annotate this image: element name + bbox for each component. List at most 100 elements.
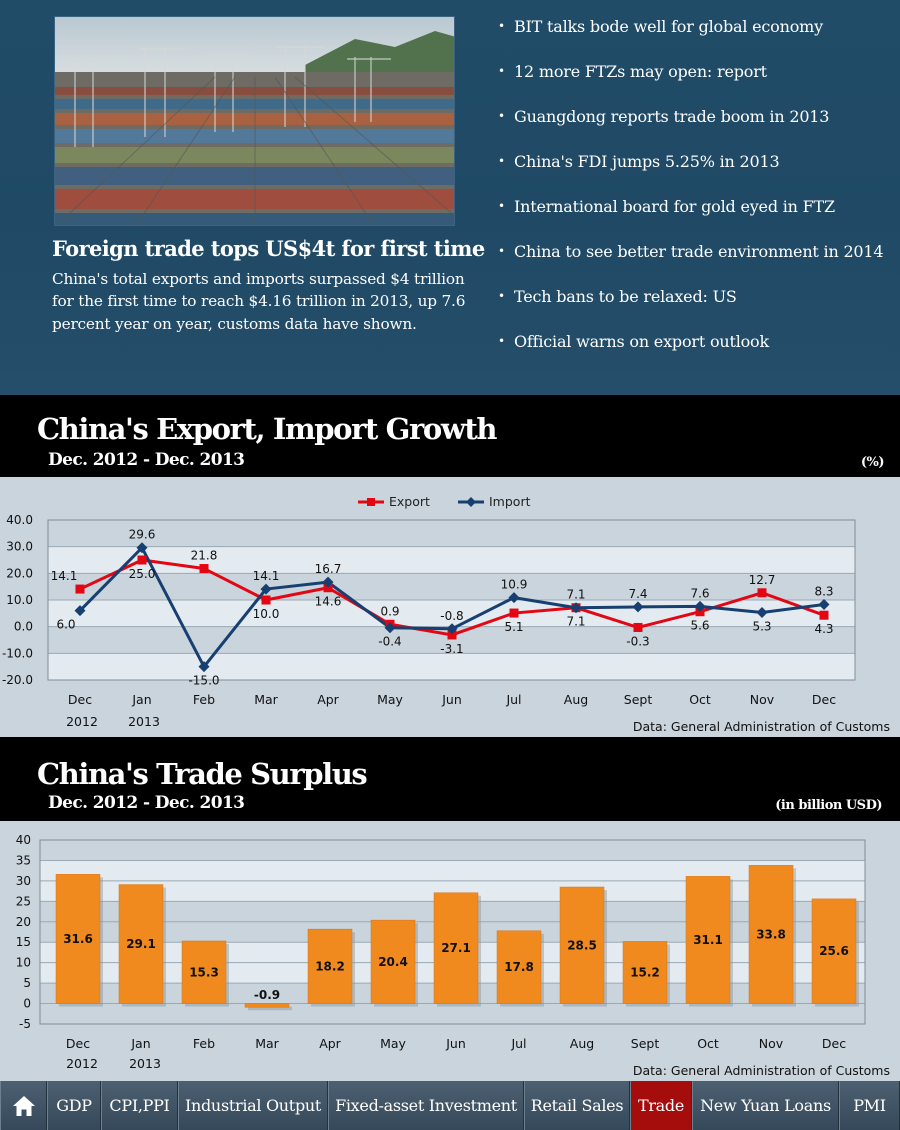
surplus-bar <box>496 930 542 1004</box>
nav-gdp[interactable]: GDP <box>47 1081 101 1130</box>
export-point <box>757 588 767 598</box>
growth-chart-panel: 40.0 30.0 20.0 10.0 0.0 -10.0 -20.0 Dec Jan Feb Ma… <box>0 477 900 737</box>
y-tick-label: 15 <box>16 935 31 949</box>
legend-export-label: Export <box>389 494 430 509</box>
data-label: 6.0 <box>56 618 75 632</box>
nav-pmi[interactable]: PMI <box>839 1081 900 1130</box>
year-label: 2013 <box>128 714 160 729</box>
y-tick-label: 30.0 <box>6 540 33 554</box>
surplus-bar <box>307 928 353 1004</box>
nav-fixed-asset-investment[interactable]: Fixed-asset Investment <box>328 1081 524 1130</box>
nav-cpi-ppi[interactable]: CPI,PPI <box>101 1081 178 1130</box>
year-label: 2012 <box>66 714 98 729</box>
data-label: 7.6 <box>690 586 709 600</box>
y-tick-label: 5 <box>23 976 31 990</box>
x-tick-label: Feb <box>193 692 215 707</box>
export-point <box>447 630 457 640</box>
y-tick-label: -10.0 <box>2 646 33 660</box>
news-item[interactable]: • Guangdong reports trade boom in 2013 <box>498 107 830 126</box>
x-tick-label: Jul <box>510 1036 526 1051</box>
surplus-chart-title: China's Trade Surplus <box>37 757 368 791</box>
import-point <box>446 623 458 635</box>
news-item[interactable]: • 12 more FTZs may open: report <box>498 62 767 81</box>
y-tick-label: -5 <box>19 1017 31 1031</box>
bar-value-label: -0.9 <box>254 988 280 1002</box>
export-point <box>323 583 333 593</box>
export-point <box>819 610 829 620</box>
import-point <box>694 600 706 612</box>
grid-band <box>48 546 855 574</box>
nav-retail-sales[interactable]: Retail Sales <box>524 1081 630 1130</box>
nav-trade[interactable]: Trade <box>630 1081 692 1130</box>
y-tick-label: 25 <box>16 894 31 908</box>
news-item[interactable]: • Tech bans to be relaxed: US <box>498 287 737 306</box>
news-item[interactable]: • BIT talks bode well for global economy <box>498 17 823 36</box>
surplus-chart-source: Data: General Administration of Customs <box>632 1063 890 1078</box>
growth-chart-unit: (%) <box>860 455 885 470</box>
import-point <box>198 661 210 673</box>
x-tick-label: Nov <box>759 1036 784 1051</box>
x-tick-label: Jul <box>505 692 521 707</box>
data-label: 10.0 <box>253 607 280 621</box>
surplus-chart-panel: 40 35 30 25 20 15 10 5 0 -5 31.6 29.1 15.3 -0.9 18.2 20… <box>0 821 900 1081</box>
x-tick-label: Mar <box>255 1036 279 1051</box>
surplus-chart-header: China's Trade Surplus Dec. 2012 - Dec. 2… <box>0 737 900 821</box>
x-tick-label: Jun <box>445 1036 466 1051</box>
x-tick-label: Dec <box>812 692 836 707</box>
bar-value-label: 33.8 <box>756 927 786 941</box>
data-label: -0.8 <box>440 609 463 623</box>
x-tick-label: Feb <box>193 1036 215 1051</box>
container-port-photo[interactable] <box>54 16 455 226</box>
feature-headline[interactable]: Foreign trade tops US$4t for first time <box>52 236 485 261</box>
news-item[interactable]: • Official warns on export outlook <box>498 332 769 351</box>
feature-summary: China's total exports and imports surpas… <box>52 270 466 333</box>
data-label: 7.1 <box>566 588 585 602</box>
bar-value-label: 28.5 <box>567 938 597 952</box>
surplus-bar <box>622 941 668 1004</box>
export-point <box>137 555 147 565</box>
nav-industrial-output[interactable]: Industrial Output <box>178 1081 328 1130</box>
bar-value-label: 27.1 <box>441 941 471 955</box>
growth-line-chart: 40.0 30.0 20.0 10.0 0.0 -10.0 -20.0 Dec Jan Feb Ma… <box>2 494 856 729</box>
data-label: 14.1 <box>253 569 280 583</box>
import-point <box>818 599 830 611</box>
import-point <box>136 542 148 554</box>
surplus-bar <box>748 865 794 1004</box>
import-point <box>322 576 334 588</box>
x-tick-label: Apr <box>317 692 339 707</box>
x-tick-label: Jan <box>131 692 151 707</box>
growth-chart-period: Dec. 2012 - Dec. 2013 <box>48 450 245 470</box>
x-tick-label: Dec <box>822 1036 846 1051</box>
data-label: -0.3 <box>626 634 649 648</box>
y-tick-label: 10.0 <box>6 593 33 607</box>
surplus-bar <box>685 876 731 1004</box>
export-point <box>75 584 85 594</box>
surplus-bar <box>433 892 479 1004</box>
news-item[interactable]: • China to see better trade environment i… <box>498 242 884 261</box>
nav-home[interactable] <box>0 1081 47 1130</box>
import-point <box>384 622 396 634</box>
x-tick-label: Sept <box>624 692 653 707</box>
news-item[interactable]: • China's FDI jumps 5.25% in 2013 <box>498 152 780 171</box>
bar-value-label: 31.6 <box>63 932 93 946</box>
grid-band <box>48 653 855 680</box>
surplus-bar <box>118 884 164 1004</box>
y-tick-label: 40 <box>16 833 31 847</box>
grid-band <box>40 1003 865 1024</box>
data-label: 5.1 <box>504 620 523 634</box>
news-item[interactable]: • International board for gold eyed in FT… <box>498 197 835 216</box>
y-tick-label: 0 <box>23 997 31 1011</box>
x-tick-label: Nov <box>750 692 775 707</box>
surplus-bar-chart: 40 35 30 25 20 15 10 5 0 -5 31.6 29.1 15.3 -0.9 18.2 20… <box>16 833 866 1071</box>
import-point <box>570 602 582 614</box>
grid-band <box>40 840 865 861</box>
plot-border <box>39 839 866 1025</box>
x-tick-label: May <box>377 692 403 707</box>
x-tick-label: Sept <box>631 1036 660 1051</box>
bar-value-label: 15.3 <box>189 965 219 979</box>
x-tick-label: Oct <box>697 1036 719 1051</box>
x-tick-label: Jun <box>441 692 462 707</box>
nav-new-yuan-loans[interactable]: New Yuan Loans <box>692 1081 839 1130</box>
x-tick-label: Apr <box>319 1036 341 1051</box>
grid-band <box>40 880 865 902</box>
